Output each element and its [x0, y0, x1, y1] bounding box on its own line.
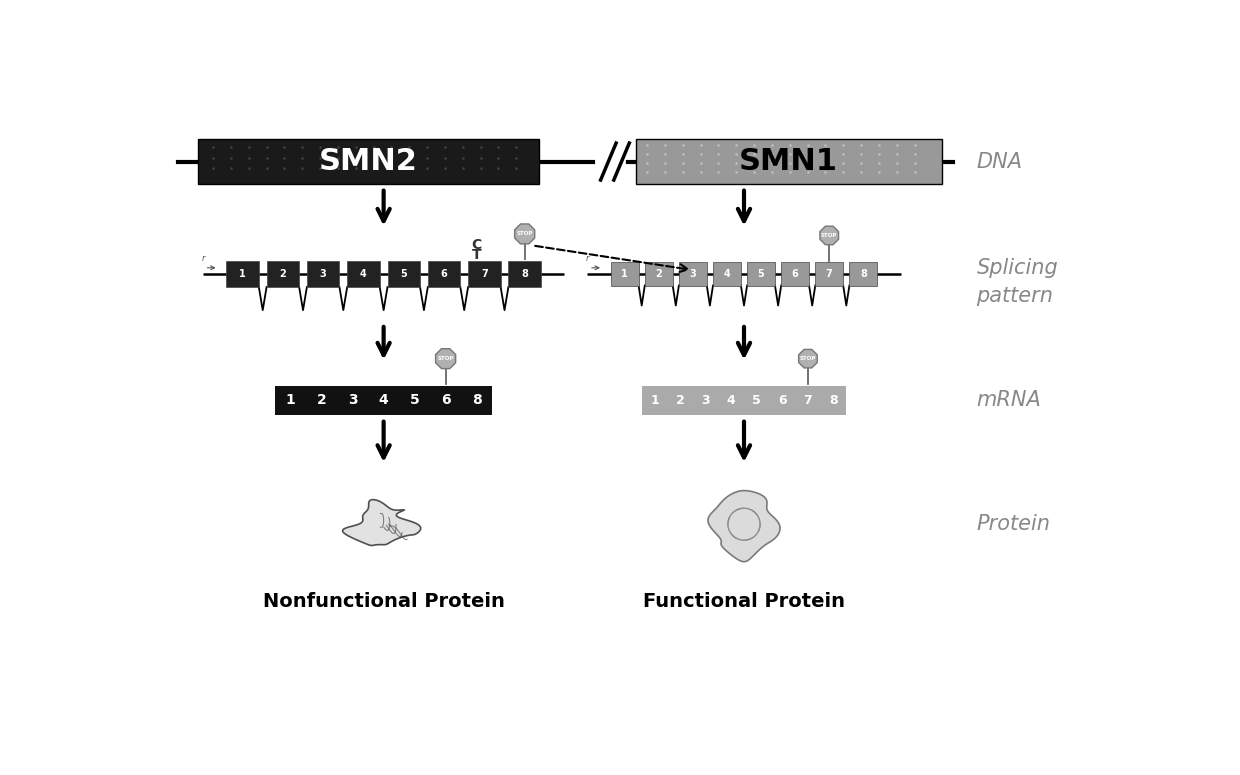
- Bar: [816, 263, 843, 285]
- Text: 1: 1: [239, 269, 246, 279]
- Text: 2: 2: [676, 394, 684, 407]
- Polygon shape: [708, 491, 780, 562]
- Text: 6: 6: [440, 269, 448, 279]
- Polygon shape: [799, 350, 817, 368]
- Text: 4: 4: [360, 269, 367, 279]
- Text: STOP: STOP: [517, 232, 533, 236]
- Text: 8: 8: [521, 269, 528, 279]
- Text: 7: 7: [804, 394, 812, 407]
- Text: Functional Protein: Functional Protein: [644, 591, 844, 611]
- Bar: [430, 386, 461, 415]
- Text: 1: 1: [285, 393, 295, 407]
- Text: 3: 3: [347, 393, 357, 407]
- Polygon shape: [820, 226, 838, 245]
- Bar: [667, 386, 693, 415]
- Bar: [611, 263, 639, 285]
- Bar: [306, 261, 340, 287]
- Bar: [508, 261, 541, 287]
- Bar: [306, 386, 337, 415]
- Bar: [680, 263, 707, 285]
- Text: C: C: [471, 239, 482, 253]
- Text: 5: 5: [753, 394, 761, 407]
- Text: 4: 4: [727, 394, 735, 407]
- Bar: [821, 386, 847, 415]
- Text: r: r: [585, 254, 589, 264]
- Text: Protein: Protein: [977, 514, 1050, 534]
- Text: SMN1: SMN1: [739, 147, 838, 176]
- Bar: [781, 263, 808, 285]
- Text: 8: 8: [830, 394, 838, 407]
- Bar: [642, 386, 667, 415]
- Text: 1: 1: [650, 394, 658, 407]
- Bar: [337, 386, 368, 415]
- Text: STOP: STOP: [800, 356, 816, 361]
- Bar: [645, 263, 672, 285]
- Text: 7: 7: [826, 269, 832, 279]
- Text: 1: 1: [621, 269, 627, 279]
- Bar: [368, 386, 399, 415]
- Text: 8: 8: [859, 269, 867, 279]
- Text: 7: 7: [481, 269, 487, 279]
- Text: 4: 4: [724, 269, 730, 279]
- Text: 3: 3: [320, 269, 326, 279]
- Text: 5: 5: [401, 269, 407, 279]
- Text: Nonfunctional Protein: Nonfunctional Protein: [263, 591, 505, 611]
- Bar: [469, 261, 501, 287]
- Text: 3: 3: [689, 269, 696, 279]
- Text: 2: 2: [279, 269, 286, 279]
- Text: 8: 8: [471, 393, 481, 407]
- Text: STOP: STOP: [438, 356, 454, 361]
- Text: 6: 6: [792, 269, 799, 279]
- Bar: [399, 386, 430, 415]
- Bar: [461, 386, 492, 415]
- Text: mRNA: mRNA: [977, 391, 1042, 410]
- Bar: [387, 261, 420, 287]
- Bar: [744, 386, 770, 415]
- Bar: [267, 261, 299, 287]
- Bar: [197, 140, 538, 184]
- Text: 3: 3: [702, 394, 711, 407]
- Text: 6: 6: [777, 394, 786, 407]
- Bar: [718, 386, 744, 415]
- Text: SMN2: SMN2: [319, 147, 418, 176]
- Text: 5: 5: [758, 269, 764, 279]
- Bar: [849, 263, 878, 285]
- Bar: [226, 261, 259, 287]
- Bar: [795, 386, 821, 415]
- Bar: [635, 140, 941, 184]
- Bar: [746, 263, 775, 285]
- Text: STOP: STOP: [821, 233, 837, 238]
- Text: 2: 2: [656, 269, 662, 279]
- Bar: [347, 261, 379, 287]
- Bar: [275, 386, 306, 415]
- Text: 2: 2: [316, 393, 326, 407]
- Text: 5: 5: [409, 393, 419, 407]
- Polygon shape: [515, 224, 534, 244]
- Polygon shape: [342, 500, 420, 546]
- Polygon shape: [435, 349, 455, 369]
- Text: r: r: [201, 254, 205, 264]
- Text: Splicing
pattern: Splicing pattern: [977, 257, 1058, 305]
- Bar: [713, 263, 742, 285]
- Bar: [428, 261, 460, 287]
- Text: 6: 6: [440, 393, 450, 407]
- Text: 4: 4: [378, 393, 388, 407]
- Text: DNA: DNA: [977, 152, 1023, 171]
- Text: T: T: [471, 248, 481, 262]
- Bar: [693, 386, 718, 415]
- Bar: [770, 386, 795, 415]
